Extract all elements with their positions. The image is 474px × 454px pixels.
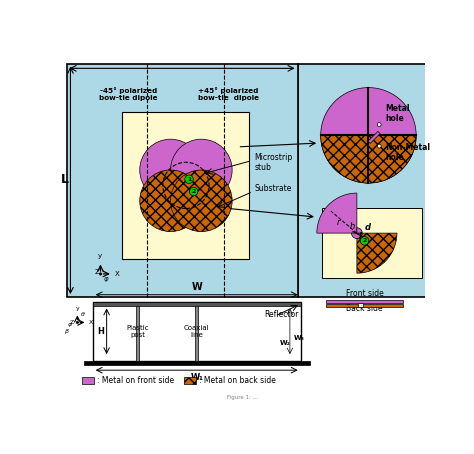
Text: h: h [350,222,355,231]
Text: Figure 1: ...: Figure 1: ... [228,395,258,400]
Text: X: X [89,320,93,325]
Bar [195,306,198,361]
Text: Reflector: Reflector [264,310,299,319]
Text: : Metal on back side: : Metal on back side [199,376,276,385]
Wedge shape [357,233,397,273]
Text: +45° polarized
bow-tie  dipole: +45° polarized bow-tie dipole [198,87,259,101]
Text: φ: φ [103,276,108,281]
Circle shape [171,139,232,201]
Text: Back side: Back side [346,304,383,313]
Circle shape [100,273,101,275]
Circle shape [360,237,369,245]
Text: : Metal on front side: : Metal on front side [97,376,174,385]
Text: Z: Z [69,320,73,325]
Circle shape [190,188,198,196]
Bar [82,377,94,384]
Wedge shape [317,193,357,233]
Text: W: W [191,281,202,291]
Text: -45° polarized
bow-tie dipole: -45° polarized bow-tie dipole [99,87,157,101]
Text: y: y [98,253,102,259]
Circle shape [140,170,201,232]
Bar [326,304,403,307]
Wedge shape [321,135,416,183]
Circle shape [185,175,193,183]
Text: d: d [365,223,371,232]
Text: θ: θ [81,312,84,317]
Bar [83,361,310,365]
Text: l: l [359,232,362,241]
Bar [122,112,249,258]
Bar [93,302,301,306]
Text: 1: 1 [187,177,191,182]
Text: W₂: W₂ [280,340,291,346]
Bar [358,303,363,307]
Text: Plastic
post: Plastic post [126,325,149,338]
Text: Non-Metal
hole: Non-Metal hole [385,143,430,162]
Text: W₁: W₁ [190,373,203,382]
Circle shape [377,144,381,148]
Bar [322,208,422,278]
Text: Z: Z [94,269,99,275]
Circle shape [377,123,381,127]
Text: H: H [97,327,104,336]
Text: φ: φ [68,322,72,327]
Text: 2: 2 [191,189,196,194]
Text: Microstrip
stub: Microstrip stub [255,153,293,173]
Bar [368,131,380,143]
Text: 2: 2 [363,238,367,243]
Circle shape [321,88,416,183]
Bar [298,64,474,297]
Wedge shape [357,228,362,233]
Text: Coaxial
line: Coaxial line [184,325,210,338]
Circle shape [171,170,232,232]
Bar [183,377,196,384]
Text: Front side: Front side [346,289,383,298]
Bar [93,302,301,361]
Circle shape [76,321,79,324]
Text: y: y [75,306,79,311]
Text: X: X [115,271,120,277]
Text: Substrate: Substrate [255,184,292,193]
Bar [136,306,139,361]
Text: W₃: W₃ [294,335,305,341]
Text: L: L [61,173,69,187]
Text: Metal
hole: Metal hole [385,104,410,123]
Text: β: β [65,329,69,334]
Bar [326,300,403,303]
Text: r: r [337,218,340,227]
Bar [66,64,298,297]
Circle shape [140,139,201,201]
Wedge shape [352,233,362,238]
